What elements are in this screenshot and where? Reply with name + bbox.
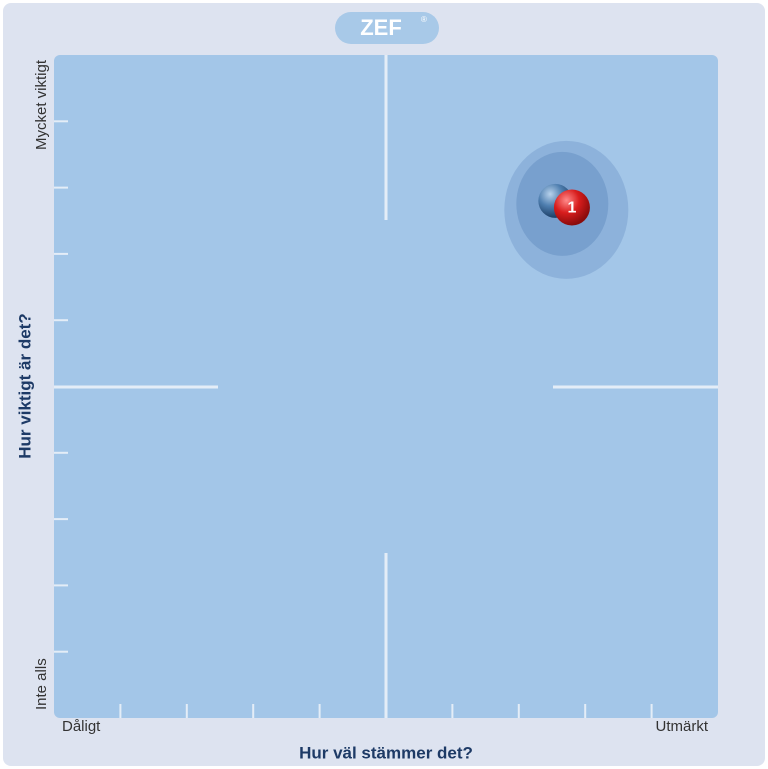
y-axis-label: Hur viktigt är det? xyxy=(15,313,34,458)
x-left-label: Dåligt xyxy=(62,718,101,735)
y-top-label: Mycket viktigt xyxy=(33,59,50,150)
x-axis-label: Hur väl stämmer det? xyxy=(299,743,473,762)
logo-mark: ® xyxy=(421,15,427,24)
logo-pill xyxy=(335,12,439,44)
x-right-label: Utmärkt xyxy=(656,718,709,735)
logo: ZEF xyxy=(360,15,402,40)
point-label: 1 xyxy=(567,200,576,217)
y-bottom-label: Inte alls xyxy=(33,658,50,710)
crosshair xyxy=(54,55,718,718)
point xyxy=(553,189,590,226)
